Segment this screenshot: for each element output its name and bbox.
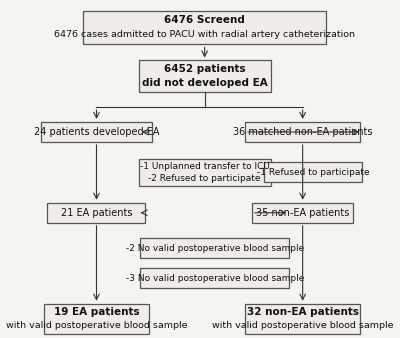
FancyBboxPatch shape: [41, 122, 152, 142]
Text: -3 No valid postoperative blood sample: -3 No valid postoperative blood sample: [126, 274, 304, 283]
Text: 21 EA patients: 21 EA patients: [61, 208, 132, 218]
Text: did not developed EA: did not developed EA: [142, 78, 268, 88]
FancyBboxPatch shape: [83, 11, 326, 45]
FancyBboxPatch shape: [139, 61, 270, 92]
Text: with valid postoperative blood sample: with valid postoperative blood sample: [212, 321, 394, 330]
FancyBboxPatch shape: [139, 159, 270, 186]
Text: with valid postoperative blood sample: with valid postoperative blood sample: [6, 321, 187, 330]
FancyBboxPatch shape: [140, 268, 289, 289]
Text: -1 Refused to participate: -1 Refused to participate: [256, 168, 369, 177]
Text: 6476 cases admitted to PACU with radial artery catheterization: 6476 cases admitted to PACU with radial …: [54, 30, 355, 40]
FancyBboxPatch shape: [264, 162, 362, 183]
FancyBboxPatch shape: [48, 203, 146, 223]
FancyBboxPatch shape: [245, 122, 360, 142]
Text: 19 EA patients: 19 EA patients: [54, 307, 139, 317]
FancyBboxPatch shape: [44, 304, 149, 334]
Text: -2 No valid postoperative blood sample: -2 No valid postoperative blood sample: [126, 244, 304, 252]
Text: 24 patients developed EA: 24 patients developed EA: [34, 127, 159, 137]
FancyBboxPatch shape: [252, 203, 353, 223]
Text: 36 matched non-EA patients: 36 matched non-EA patients: [233, 127, 372, 137]
Text: 32 non-EA patients: 32 non-EA patients: [247, 307, 359, 317]
FancyBboxPatch shape: [245, 304, 360, 334]
Text: -1 Unplanned transfer to ICU: -1 Unplanned transfer to ICU: [140, 162, 270, 171]
Text: 6476 Screend: 6476 Screend: [164, 15, 245, 25]
Text: 35 non-EA patients: 35 non-EA patients: [256, 208, 349, 218]
Text: 6452 patients: 6452 patients: [164, 65, 246, 74]
Text: -2 Refused to participate: -2 Refused to participate: [148, 174, 261, 183]
FancyBboxPatch shape: [140, 238, 289, 258]
